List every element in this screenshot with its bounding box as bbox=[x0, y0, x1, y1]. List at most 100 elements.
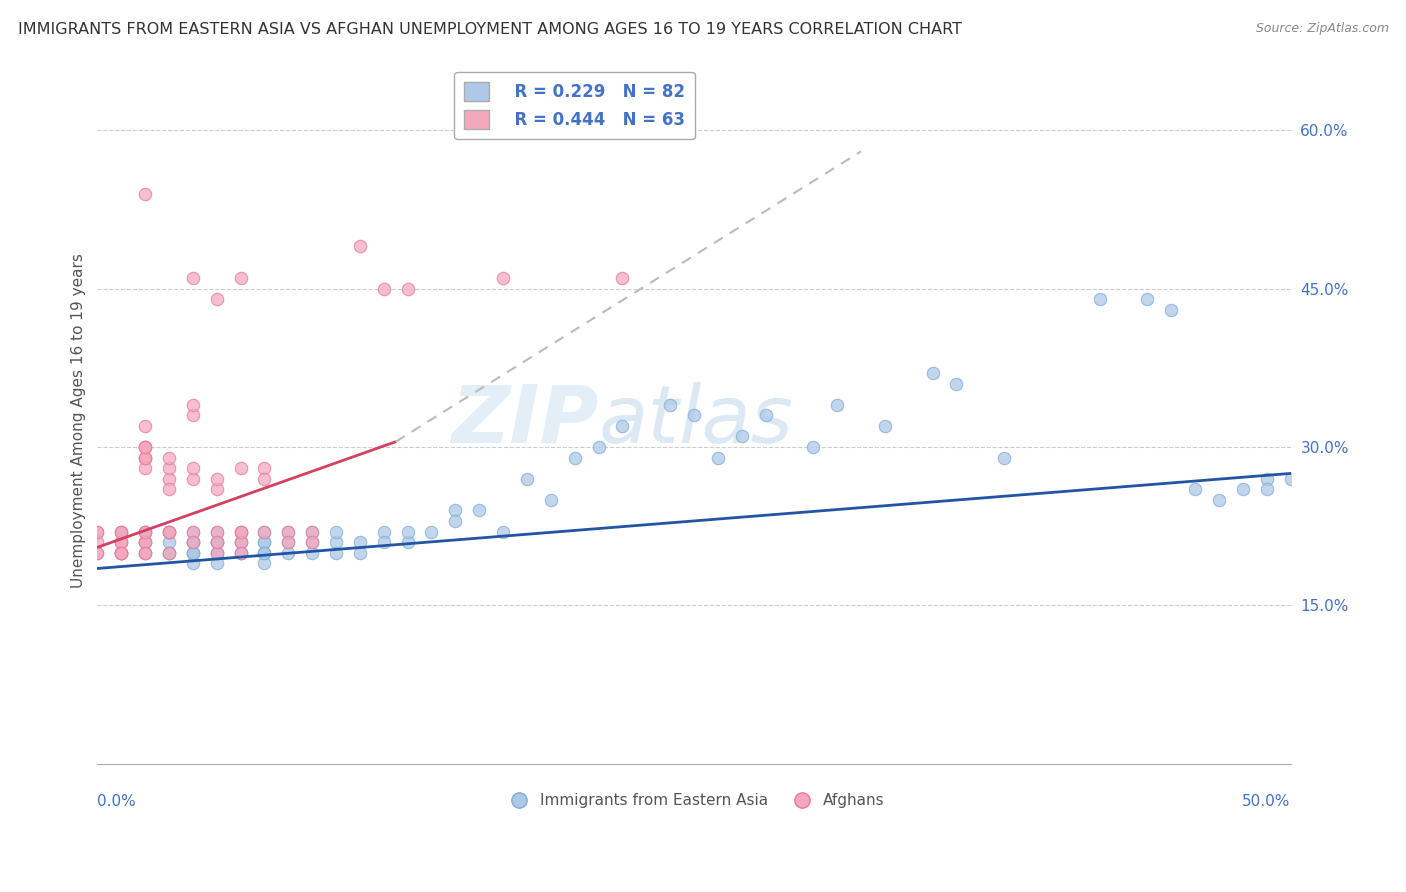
Point bbox=[373, 524, 395, 539]
Point bbox=[945, 376, 967, 391]
Point bbox=[181, 535, 204, 549]
Point bbox=[134, 461, 156, 475]
Point bbox=[516, 472, 538, 486]
Point bbox=[1088, 292, 1111, 306]
Point bbox=[873, 418, 896, 433]
Point bbox=[134, 535, 156, 549]
Point bbox=[134, 524, 156, 539]
Point bbox=[157, 450, 180, 465]
Point bbox=[110, 546, 132, 560]
Point bbox=[181, 535, 204, 549]
Point bbox=[134, 546, 156, 560]
Point bbox=[181, 556, 204, 570]
Point bbox=[683, 409, 706, 423]
Point bbox=[396, 535, 419, 549]
Point bbox=[229, 524, 252, 539]
Point bbox=[110, 546, 132, 560]
Point bbox=[396, 282, 419, 296]
Point bbox=[110, 535, 132, 549]
Point bbox=[157, 524, 180, 539]
Point bbox=[349, 546, 371, 560]
Point bbox=[181, 535, 204, 549]
Point bbox=[301, 524, 323, 539]
Point bbox=[253, 546, 276, 560]
Point bbox=[134, 524, 156, 539]
Point bbox=[825, 398, 848, 412]
Point bbox=[349, 535, 371, 549]
Point bbox=[181, 271, 204, 285]
Point bbox=[229, 546, 252, 560]
Point bbox=[1160, 302, 1182, 317]
Point bbox=[229, 271, 252, 285]
Point bbox=[540, 492, 562, 507]
Point bbox=[157, 472, 180, 486]
Point bbox=[253, 472, 276, 486]
Point bbox=[301, 535, 323, 549]
Point bbox=[86, 546, 108, 560]
Text: IMMIGRANTS FROM EASTERN ASIA VS AFGHAN UNEMPLOYMENT AMONG AGES 16 TO 19 YEARS CO: IMMIGRANTS FROM EASTERN ASIA VS AFGHAN U… bbox=[18, 22, 962, 37]
Point bbox=[588, 440, 610, 454]
Point bbox=[229, 546, 252, 560]
Point bbox=[157, 524, 180, 539]
Point bbox=[205, 524, 228, 539]
Point bbox=[1232, 483, 1254, 497]
Point bbox=[325, 524, 347, 539]
Point bbox=[110, 524, 132, 539]
Point bbox=[277, 535, 299, 549]
Point bbox=[134, 450, 156, 465]
Point bbox=[134, 186, 156, 201]
Point bbox=[181, 535, 204, 549]
Point bbox=[205, 472, 228, 486]
Point bbox=[492, 524, 515, 539]
Point bbox=[205, 535, 228, 549]
Point bbox=[612, 418, 634, 433]
Point bbox=[396, 524, 419, 539]
Point bbox=[325, 535, 347, 549]
Point bbox=[205, 546, 228, 560]
Point bbox=[157, 546, 180, 560]
Point bbox=[229, 524, 252, 539]
Point bbox=[181, 524, 204, 539]
Point bbox=[301, 524, 323, 539]
Point bbox=[205, 524, 228, 539]
Point bbox=[444, 514, 467, 528]
Point bbox=[86, 524, 108, 539]
Text: ZIP: ZIP bbox=[451, 382, 599, 459]
Point bbox=[110, 535, 132, 549]
Point bbox=[229, 461, 252, 475]
Point bbox=[1136, 292, 1159, 306]
Point bbox=[134, 440, 156, 454]
Point bbox=[110, 546, 132, 560]
Point bbox=[134, 524, 156, 539]
Point bbox=[181, 409, 204, 423]
Point bbox=[181, 461, 204, 475]
Point bbox=[110, 535, 132, 549]
Point bbox=[707, 450, 730, 465]
Point bbox=[157, 461, 180, 475]
Point bbox=[181, 472, 204, 486]
Point bbox=[205, 535, 228, 549]
Point bbox=[110, 524, 132, 539]
Point bbox=[134, 440, 156, 454]
Point bbox=[134, 535, 156, 549]
Point bbox=[181, 546, 204, 560]
Point bbox=[229, 535, 252, 549]
Point bbox=[157, 524, 180, 539]
Point bbox=[205, 556, 228, 570]
Point bbox=[1256, 483, 1278, 497]
Point bbox=[229, 546, 252, 560]
Point bbox=[86, 535, 108, 549]
Point bbox=[325, 546, 347, 560]
Point bbox=[205, 483, 228, 497]
Point bbox=[110, 546, 132, 560]
Point bbox=[134, 450, 156, 465]
Point bbox=[253, 524, 276, 539]
Point bbox=[659, 398, 682, 412]
Text: atlas: atlas bbox=[599, 382, 793, 459]
Point bbox=[229, 535, 252, 549]
Point bbox=[253, 556, 276, 570]
Point bbox=[229, 535, 252, 549]
Point bbox=[755, 409, 778, 423]
Point bbox=[253, 546, 276, 560]
Point bbox=[1184, 483, 1206, 497]
